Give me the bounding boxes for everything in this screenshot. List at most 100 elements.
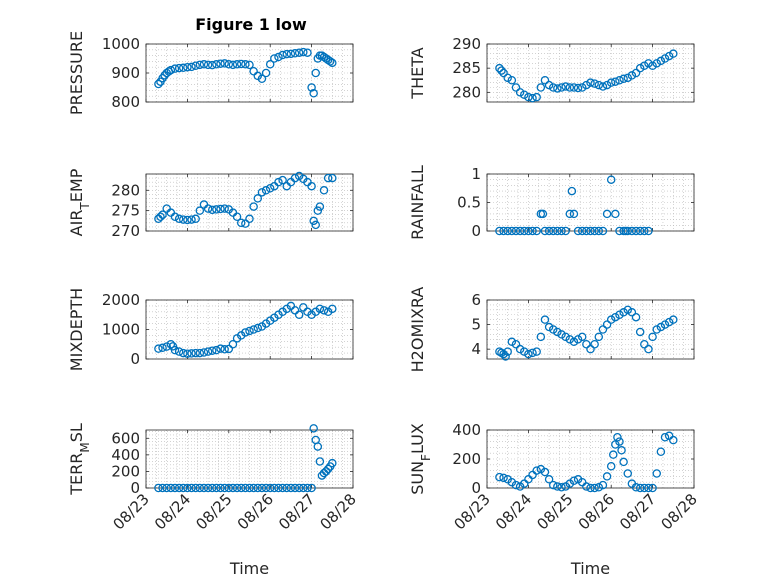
data-point	[311, 220, 320, 230]
data-point	[577, 226, 587, 236]
data-point	[511, 480, 521, 490]
data-point	[553, 482, 562, 491]
data-point	[174, 483, 184, 493]
data-point	[183, 62, 192, 72]
data-point	[540, 467, 550, 477]
data-point	[241, 60, 250, 69]
data-point	[224, 483, 234, 493]
data-point	[664, 51, 674, 61]
data-point	[656, 447, 666, 456]
data-point	[158, 343, 167, 353]
data-point	[170, 64, 180, 73]
data-point	[319, 186, 329, 195]
data-point	[644, 344, 653, 354]
y-tick-label: 280	[111, 181, 140, 199]
y-tick-label: 0	[130, 479, 140, 497]
data-point	[623, 226, 633, 236]
data-point	[236, 483, 246, 493]
data-point	[203, 347, 213, 356]
data-point	[648, 483, 657, 493]
data-point	[499, 349, 508, 359]
y-tick-label: 1	[471, 165, 481, 183]
data-point	[265, 483, 275, 493]
data-point	[166, 65, 176, 75]
y-tick-label: 400	[452, 421, 481, 439]
y-tick-label: 1000	[102, 321, 140, 339]
subplot-pressure: 800 900 1000 PRESSURE	[67, 31, 354, 115]
data-point	[606, 175, 616, 184]
data-point	[199, 60, 209, 69]
data-point	[548, 480, 558, 490]
data-point	[241, 328, 250, 337]
data-point	[499, 226, 508, 236]
data-point	[536, 83, 546, 92]
y-tick-label: 285	[452, 59, 481, 77]
data-point	[538, 209, 548, 219]
data-point	[265, 60, 275, 69]
data-point	[515, 344, 525, 354]
data-point	[635, 327, 645, 337]
plot-area	[487, 430, 694, 488]
y-tick-label: 0.5	[457, 194, 481, 212]
data-point	[669, 315, 678, 324]
data-point	[179, 483, 188, 493]
data-point	[635, 226, 645, 236]
x-tick-label: 08/28	[317, 490, 360, 533]
data-point	[640, 339, 649, 349]
x-tick-label: 08/27	[275, 490, 318, 533]
y-tick-label: 270	[111, 222, 140, 240]
data-point	[582, 226, 591, 236]
y-tick-label: 280	[452, 83, 481, 101]
data-point	[507, 76, 517, 85]
data-point	[648, 332, 657, 342]
data-point	[309, 89, 318, 98]
data-point	[199, 483, 209, 493]
data-point	[511, 339, 521, 349]
data-point	[501, 352, 510, 361]
data-point	[309, 424, 318, 433]
data-point	[282, 49, 292, 59]
data-point	[261, 483, 271, 493]
data-point	[507, 226, 517, 236]
x-tick-label: 08/26	[234, 490, 277, 533]
data-point	[553, 226, 562, 236]
data-point	[615, 226, 624, 236]
data-point	[203, 60, 213, 70]
data-point	[313, 206, 323, 215]
data-point	[623, 73, 633, 83]
data-point	[553, 327, 562, 337]
data-point	[640, 61, 649, 71]
data-point	[156, 212, 165, 221]
data-point	[660, 432, 670, 442]
data-point	[582, 80, 591, 90]
data-point	[586, 344, 595, 354]
axes-box	[486, 299, 695, 360]
data-point	[216, 204, 225, 214]
data-point	[594, 483, 604, 492]
data-point	[166, 339, 176, 349]
y-tick-label: 0	[471, 222, 481, 240]
data-point	[652, 325, 661, 334]
subplot-rainfall: 0 0.5 1 RAINFALL	[408, 165, 695, 240]
data-point	[328, 458, 337, 468]
data-point	[187, 215, 196, 224]
data-point	[315, 457, 325, 466]
data-point	[623, 305, 633, 315]
data-point	[257, 74, 267, 84]
data-point	[299, 47, 308, 57]
data-point	[212, 345, 221, 355]
data-point	[203, 483, 213, 493]
data-point	[328, 58, 337, 68]
data-point	[635, 63, 645, 73]
data-point	[619, 74, 628, 84]
data-point	[557, 83, 566, 92]
data-point	[652, 469, 661, 478]
data-point	[631, 312, 641, 322]
data-point	[307, 483, 316, 493]
data-point	[199, 348, 209, 357]
data-point	[249, 483, 258, 493]
data-point	[249, 325, 258, 334]
data-point	[631, 483, 641, 492]
data-point	[319, 306, 329, 315]
data-point	[561, 332, 570, 342]
